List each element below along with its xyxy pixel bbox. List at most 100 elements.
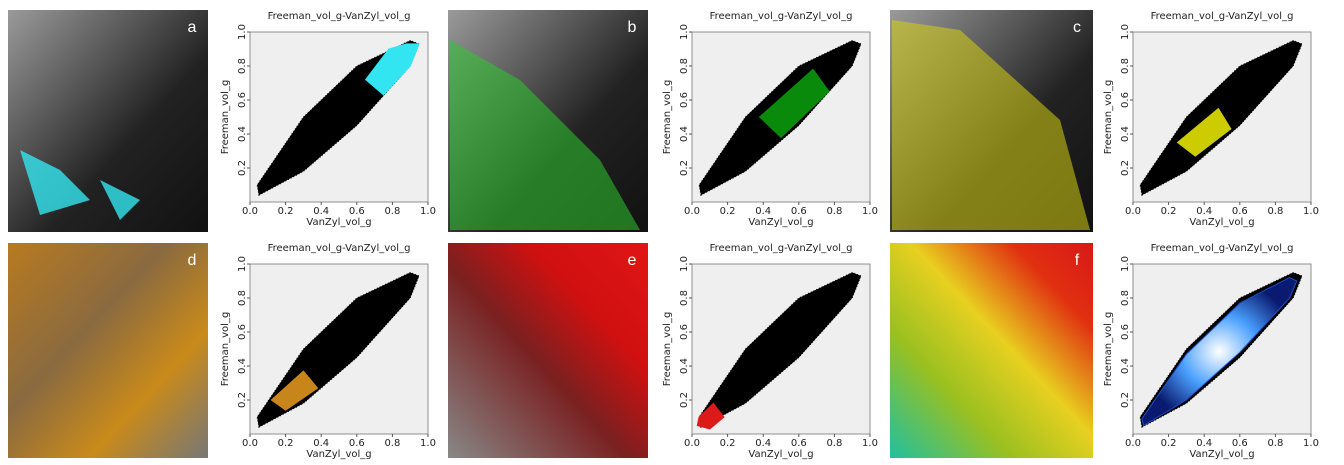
image-panels [8, 10, 1093, 458]
x-tick-label: 0.0 [684, 438, 700, 449]
x-tick-label: 0.6 [1232, 206, 1248, 217]
y-axis-label: Freeman_vol_g [220, 312, 231, 387]
x-tick-label: 0.6 [349, 206, 365, 217]
x-tick-label: 0.8 [826, 438, 842, 449]
y-tick-label: 0.2 [237, 392, 248, 408]
y-tick-label: 1.0 [679, 256, 690, 272]
x-tick-label: 0.2 [1161, 206, 1177, 217]
x-tick-label: 0.0 [1125, 206, 1141, 217]
x-tick-label: 0.8 [1267, 206, 1283, 217]
image-f [890, 243, 1093, 458]
x-tick-label: 0.4 [755, 206, 771, 217]
y-tick-label: 0.2 [679, 160, 690, 176]
scatter-chart: Freeman_vol_g-VanZyl_vol_g VanZyl_vol_g Fr… [1103, 11, 1319, 228]
y-tick-label: 0.6 [1120, 324, 1131, 340]
chart-title: Freeman_vol_g-VanZyl_vol_g [268, 243, 411, 254]
panel-label: b [628, 19, 637, 36]
chart-title: Freeman_vol_g-VanZyl_vol_g [268, 11, 411, 22]
x-tick-label: 0.2 [720, 206, 736, 217]
scatter-chart: Freeman_vol_g-VanZyl_vol_g VanZyl_vol_g Fr… [220, 243, 436, 460]
panel-label: d [188, 252, 197, 269]
y-tick-label: 0.4 [1120, 126, 1131, 142]
y-axis-label: Freeman_vol_g [1103, 312, 1114, 387]
x-tick-label: 1.0 [420, 438, 436, 449]
chart-title: Freeman_vol_g-VanZyl_vol_g [1151, 11, 1294, 22]
x-tick-label: 0.4 [313, 206, 329, 217]
x-axis-label: VanZyl_vol_g [1189, 217, 1254, 228]
x-axis-label: VanZyl_vol_g [1189, 449, 1254, 460]
y-tick-label: 0.8 [679, 290, 690, 306]
x-axis-label: VanZyl_vol_g [306, 217, 371, 228]
x-tick-label: 0.4 [1196, 438, 1212, 449]
chart-title: Freeman_vol_g-VanZyl_vol_g [1151, 243, 1294, 254]
scatter-chart: Freeman_vol_g-VanZyl_vol_gVanZyl_vol_gFr… [662, 11, 878, 228]
y-tick-label: 0.2 [679, 392, 690, 408]
x-tick-label: 0.4 [755, 438, 771, 449]
panel-label: f [1075, 252, 1080, 269]
image-e [448, 243, 648, 458]
x-tick-label: 0.0 [1125, 438, 1141, 449]
image-d [8, 243, 208, 458]
y-tick-label: 0.2 [1120, 392, 1131, 408]
x-tick-label: 0.4 [313, 438, 329, 449]
x-tick-label: 0.0 [684, 206, 700, 217]
x-tick-label: 0.6 [791, 438, 807, 449]
x-tick-label: 0.6 [1232, 438, 1248, 449]
y-tick-label: 1.0 [1120, 256, 1131, 272]
y-tick-label: 0.8 [679, 58, 690, 74]
y-tick-label: 0.4 [237, 358, 248, 374]
x-tick-label: 0.8 [1267, 438, 1283, 449]
panel-label: e [628, 252, 637, 269]
y-tick-label: 1.0 [237, 256, 248, 272]
y-tick-label: 0.4 [679, 126, 690, 142]
x-tick-label: 0.6 [349, 438, 365, 449]
scatter-chart: Freeman_vol_g-VanZyl_vol_g VanZyl_vol_g Fr… [220, 11, 436, 228]
y-tick-label: 0.2 [237, 160, 248, 176]
x-tick-label: 0.4 [1196, 206, 1212, 217]
y-tick-label: 0.2 [1120, 160, 1131, 176]
x-tick-label: 1.0 [1303, 438, 1319, 449]
x-tick-label: 0.8 [384, 206, 400, 217]
y-tick-label: 1.0 [679, 24, 690, 40]
y-tick-label: 1.0 [1120, 24, 1131, 40]
x-tick-label: 1.0 [1303, 206, 1319, 217]
x-tick-label: 0.2 [720, 438, 736, 449]
y-axis-label: Freeman_vol_g [662, 312, 673, 387]
y-tick-label: 0.8 [237, 290, 248, 306]
x-tick-label: 0.0 [242, 206, 258, 217]
y-axis-label: Freeman_vol_g [220, 80, 231, 155]
x-tick-label: 0.6 [791, 206, 807, 217]
y-tick-label: 0.4 [679, 358, 690, 374]
y-tick-label: 0.6 [237, 92, 248, 108]
panel-label: a [188, 19, 197, 36]
x-tick-label: 0.8 [826, 206, 842, 217]
y-tick-label: 0.6 [1120, 92, 1131, 108]
x-tick-label: 0.8 [384, 438, 400, 449]
y-tick-label: 0.6 [679, 92, 690, 108]
x-tick-label: 1.0 [862, 206, 878, 217]
x-tick-label: 0.2 [1161, 438, 1177, 449]
panel-label: c [1073, 19, 1081, 36]
y-tick-label: 0.8 [1120, 290, 1131, 306]
x-tick-label: 0.2 [278, 438, 294, 449]
x-axis-label: VanZyl_vol_g [748, 449, 813, 460]
chart-title: Freeman_vol_g-VanZyl_vol_g [710, 11, 853, 22]
y-tick-label: 0.6 [679, 324, 690, 340]
y-axis-label: Freeman_vol_g [1103, 80, 1114, 155]
x-tick-label: 1.0 [862, 438, 878, 449]
x-tick-label: 0.0 [242, 438, 258, 449]
y-tick-label: 0.8 [237, 58, 248, 74]
x-axis-label: VanZyl_vol_g [748, 217, 813, 228]
scatter-chart: Freeman_vol_g-VanZyl_vol_g VanZyl_vol_g Fr… [662, 243, 878, 460]
y-tick-label: 0.4 [1120, 358, 1131, 374]
figure: a b c d e f Freeman_vol_g-VanZyl_vol_g VanZyl_v… [0, 0, 1344, 461]
y-tick-label: 0.6 [237, 324, 248, 340]
x-tick-label: 0.2 [278, 206, 294, 217]
chart-title: Freeman_vol_g-VanZyl_vol_g [710, 243, 853, 254]
y-tick-label: 0.8 [1120, 58, 1131, 74]
x-axis-label: VanZyl_vol_g [306, 449, 371, 460]
x-tick-label: 1.0 [420, 206, 436, 217]
y-tick-label: 0.4 [237, 126, 248, 142]
y-tick-label: 1.0 [237, 24, 248, 40]
scatter-chart: Freeman_vol_g-VanZyl_vol_g VanZyl_vol_g Fr… [1103, 243, 1319, 460]
